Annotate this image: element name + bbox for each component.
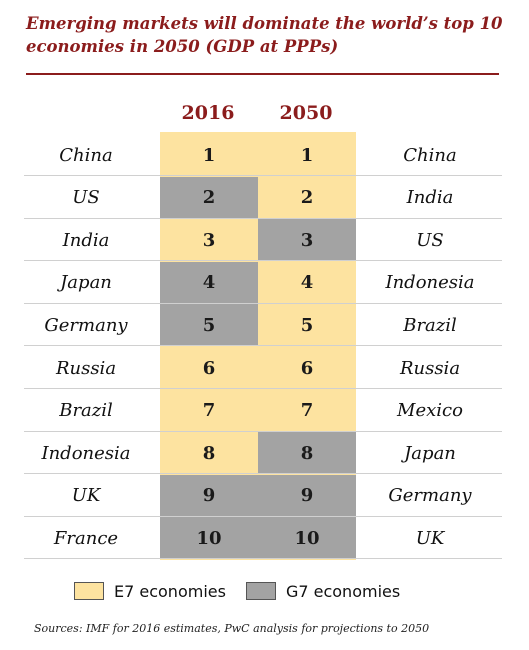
legend-item-e7: E7 economies (74, 582, 226, 601)
table-row: Brazil 7 7 Mexico (24, 389, 502, 432)
legend-label-e7: E7 economies (114, 581, 226, 601)
rank-2016-cell: 2 (160, 176, 258, 219)
rank-2016-cell: 9 (160, 474, 258, 517)
country-2016: Germany (44, 314, 128, 336)
row-divider (24, 473, 502, 475)
row-divider (24, 558, 502, 560)
rank-2050-cell: 3 (258, 219, 356, 262)
chart-title: Emerging markets will dominate the world… (26, 14, 503, 56)
e7-swatch (74, 582, 104, 600)
country-2016: India (62, 229, 110, 251)
row-divider (24, 515, 502, 517)
country-2050: Brazil (403, 314, 457, 336)
country-2016: Brazil (59, 400, 113, 422)
rank-2016-cell: 5 (160, 304, 258, 347)
row-divider (24, 175, 502, 176)
legend-label-g7: G7 economies (285, 581, 401, 601)
source-note: Sources: IMF for 2016 estimates, PwC ana… (34, 622, 430, 635)
column-header-2050: 2050 (279, 102, 333, 124)
country-2050: Indonesia (385, 272, 475, 294)
rank-2050-cell: 4 (258, 261, 356, 304)
table-row: UK 9 9 Germany (24, 474, 502, 517)
table-row: US 2 2 India (24, 176, 502, 219)
rank-2050-cell: 6 (258, 347, 356, 389)
table-row: Indonesia 8 8 Japan (24, 432, 502, 475)
rank-2050-cell: 1 (258, 134, 356, 176)
country-2016: China (59, 144, 113, 166)
row-divider (24, 217, 502, 219)
country-2016: Indonesia (41, 442, 131, 464)
country-2050: UK (415, 527, 445, 549)
row-divider (24, 345, 502, 347)
rank-2016-cell: 3 (160, 219, 258, 262)
country-2050: Japan (404, 442, 456, 464)
country-2050: China (403, 144, 457, 166)
table-row: Japan 4 4 Indonesia (24, 261, 502, 304)
g7-swatch (245, 582, 276, 600)
table-row: India 3 3 US (24, 219, 502, 262)
legend: E7 economies G7 economies (74, 580, 420, 602)
rank-2016-cell: 7 (160, 389, 258, 432)
table-row: Russia 6 6 Russia (24, 347, 502, 389)
country-2016: UK (71, 485, 101, 507)
row-divider (24, 260, 502, 262)
country-2016: US (72, 187, 100, 209)
country-2016: France (53, 527, 119, 549)
rank-2050-cell: 7 (258, 389, 356, 432)
row-divider (24, 302, 502, 304)
row-divider (24, 430, 502, 432)
rank-2050-cell: 9 (258, 474, 356, 517)
rank-2050-cell: 10 (258, 517, 356, 560)
rank-2016-cell: 6 (160, 347, 258, 389)
rank-2016-cell: 4 (160, 261, 258, 304)
country-2016: Japan (60, 272, 112, 294)
table-row: China 1 1 China (24, 134, 502, 176)
rank-2016-cell: 10 (160, 517, 258, 560)
title-rule (26, 73, 499, 75)
country-2050: Germany (388, 485, 472, 507)
table-row: Germany 5 5 Brazil (24, 304, 502, 347)
country-2050: Mexico (397, 400, 463, 422)
rank-2050-cell: 8 (258, 432, 356, 475)
country-2050: US (416, 229, 444, 251)
table-row: France 10 10 UK (24, 517, 502, 560)
country-2050: Russia (399, 357, 461, 379)
rank-2050-cell: 5 (258, 304, 356, 347)
rank-2016-cell: 8 (160, 432, 258, 475)
rank-2016-cell: 1 (160, 134, 258, 176)
column-header-2016: 2016 (181, 102, 235, 124)
country-2016: Russia (55, 357, 117, 379)
country-2050: India (406, 187, 454, 209)
legend-item-g7: G7 economies (245, 581, 401, 601)
row-divider (24, 388, 502, 389)
rank-2050-cell: 2 (258, 176, 356, 219)
